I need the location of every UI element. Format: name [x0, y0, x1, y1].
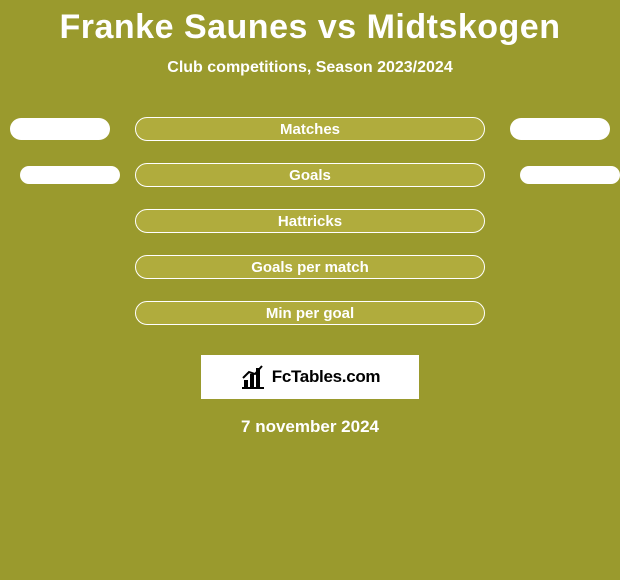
branding-box: FcTables.com	[201, 355, 419, 399]
metric-label-pill: Goals per match	[135, 255, 485, 279]
left-value-pill	[20, 166, 120, 184]
fctables-chart-icon	[240, 364, 266, 390]
comparison-title: Franke Saunes vs Midtskogen	[0, 0, 620, 47]
comparison-subtitle: Club competitions, Season 2023/2024	[0, 59, 620, 77]
branding-text: FcTables.com	[272, 367, 381, 387]
metric-row: Hattricks	[0, 209, 620, 233]
metric-label-pill: Goals	[135, 163, 485, 187]
metric-row: Goals per match	[0, 255, 620, 279]
right-value-pill	[520, 166, 620, 184]
left-value-pill	[10, 118, 110, 140]
metric-label-pill: Hattricks	[135, 209, 485, 233]
metric-label-pill: Matches	[135, 117, 485, 141]
metric-row: Goals	[0, 163, 620, 187]
metric-label-pill: Min per goal	[135, 301, 485, 325]
metric-row: Min per goal	[0, 301, 620, 325]
right-value-pill	[510, 118, 610, 140]
metric-row: Matches	[0, 117, 620, 141]
metric-rows: Matches Goals Hattricks Goals per match Min …	[0, 117, 620, 325]
footer-date: 7 november 2024	[0, 417, 620, 437]
